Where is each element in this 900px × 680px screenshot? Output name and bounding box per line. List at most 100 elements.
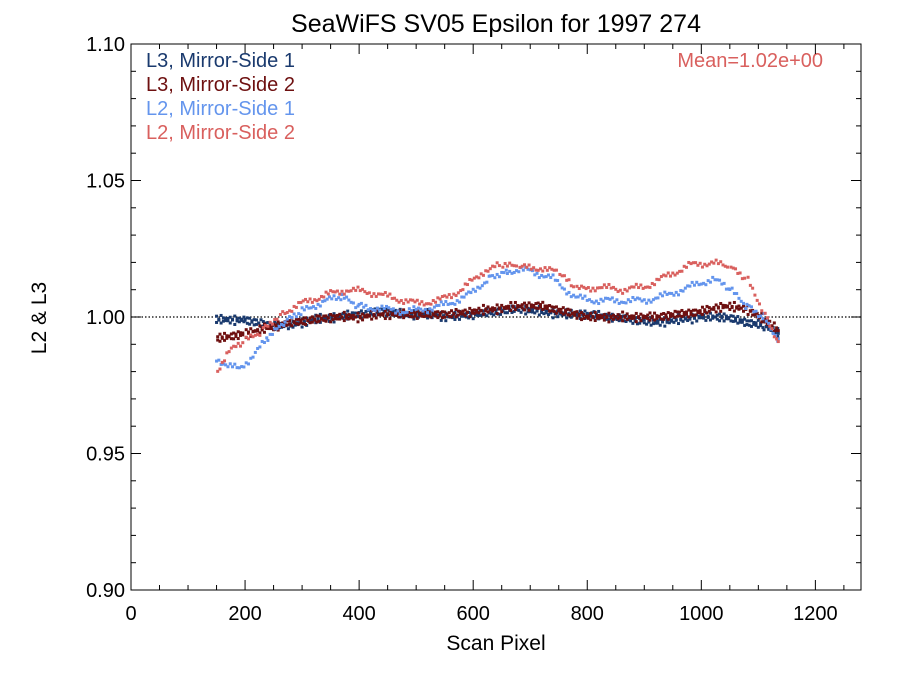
data-point [684,310,688,314]
data-point [544,311,548,315]
data-point [493,265,497,269]
data-point [597,309,601,313]
data-point [642,321,646,325]
data-point [268,332,272,336]
data-point [463,282,467,286]
data-point [593,310,597,314]
data-point [318,304,322,308]
data-point [486,269,490,273]
data-point [383,291,387,295]
data-point [386,294,390,298]
data-point [310,300,314,304]
data-point [699,282,703,286]
data-point [218,339,222,343]
data-point [507,304,511,308]
data-point [554,311,558,315]
data-point [645,322,649,326]
data-point [556,315,560,319]
data-point [424,302,428,306]
data-point [641,314,645,318]
data-point [228,321,232,325]
data-point [369,307,373,311]
data-point [345,289,349,293]
data-point [220,360,224,364]
data-point [319,294,323,298]
data-point [635,296,639,300]
data-point [267,327,271,331]
data-point [655,316,659,320]
data-point [300,306,304,310]
data-point [621,310,625,314]
data-point [662,317,666,321]
data-point [422,315,426,319]
data-point [730,286,734,290]
data-point [374,316,378,320]
data-point [445,295,449,299]
data-point [434,300,438,304]
data-point [504,306,508,310]
data-point [431,313,435,317]
data-point [333,290,337,294]
data-point [469,291,473,295]
data-point [606,317,610,321]
data-point [370,317,374,321]
data-point [738,271,742,275]
data-point [699,314,703,318]
data-point [259,318,263,322]
data-point [434,310,438,314]
data-point [226,319,230,323]
data-point [338,317,342,321]
data-point [322,318,326,322]
data-point [404,313,408,317]
data-point [710,260,714,264]
data-point [513,308,517,312]
data-point [342,292,346,296]
data-point [354,306,358,310]
data-point [734,267,738,271]
data-point [215,359,219,363]
data-point [670,291,674,295]
data-point [240,365,244,369]
data-point [402,316,406,320]
data-point [525,303,529,307]
data-point [223,359,227,363]
data-point [607,311,611,315]
data-point [550,309,554,313]
data-point [398,312,402,316]
data-point [377,313,381,317]
data-point [598,316,602,320]
data-point [239,331,242,335]
data-point [342,319,346,323]
data-point [404,298,408,302]
data-point [347,313,351,317]
data-point [356,304,360,308]
data-point [544,309,548,313]
data-point [249,356,253,360]
data-point [422,303,426,307]
data-point [365,291,369,295]
data-point [446,302,450,306]
data-point [408,298,412,302]
data-point [253,350,257,354]
data-point [567,290,571,294]
data-point [300,325,304,329]
data-point [520,303,524,307]
data-point [280,323,284,327]
data-point [659,317,663,321]
data-point [358,289,362,293]
data-point [451,301,455,305]
data-point [524,312,528,316]
x-tick-label: 600 [457,603,490,625]
data-point [306,300,310,304]
data-point [527,301,531,305]
data-point [557,309,561,313]
data-point [388,317,392,321]
data-point [627,286,631,290]
data-point [764,324,768,328]
data-point [302,308,306,312]
data-point [591,315,595,319]
data-point [338,292,342,296]
data-point [511,304,515,308]
data-point [312,305,315,309]
data-point [712,307,716,311]
